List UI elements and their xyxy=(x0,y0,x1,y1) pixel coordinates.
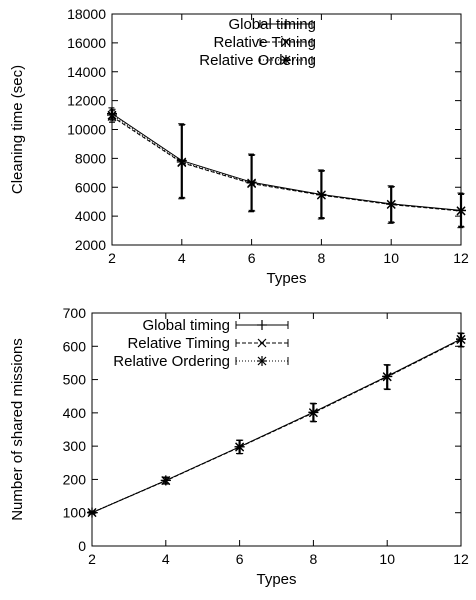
legend-marker xyxy=(281,37,291,47)
series-*-3 xyxy=(87,332,466,518)
y-tick-label: 14000 xyxy=(67,64,106,80)
series-*-3 xyxy=(107,108,466,228)
chart-2: 2 4 6 8 10 12 0 100 200 300 400 500 600 700 Types Numbe… xyxy=(9,305,469,588)
y-tick-label: 6000 xyxy=(75,179,106,195)
data-point xyxy=(456,334,466,345)
legend-label: Global timing xyxy=(142,317,230,334)
series-line xyxy=(111,113,462,211)
data-point xyxy=(456,205,466,216)
x-tick-label: 10 xyxy=(383,250,399,266)
data-point xyxy=(107,110,117,121)
legend-marker xyxy=(281,19,291,29)
data-point xyxy=(234,441,245,452)
chart-1: 2 4 6 8 10 12 2000 4000 6000 8000 10000 12000 14000 1… xyxy=(9,6,469,287)
y-tick-label: 12000 xyxy=(67,93,106,109)
x-tick-label: 2 xyxy=(88,551,96,567)
data-point xyxy=(386,199,397,210)
y-tick-label: 0 xyxy=(78,538,86,554)
y-tick-label: 300 xyxy=(63,438,87,454)
y-tick-label: 18000 xyxy=(67,6,106,22)
x-tick-label: 8 xyxy=(318,250,326,266)
data-point xyxy=(246,177,257,188)
data-point xyxy=(160,475,171,486)
legend-marker xyxy=(281,55,291,65)
plot-frame xyxy=(91,312,462,547)
legend-label: Relative Ordering xyxy=(199,52,316,69)
legend-label: Relative Ordering xyxy=(113,353,230,370)
x-tick-label: 8 xyxy=(310,551,318,567)
x-tick-label: 4 xyxy=(162,551,170,567)
y-tick-label: 600 xyxy=(63,338,87,354)
x-tick-label: 10 xyxy=(379,551,395,567)
series-line xyxy=(111,114,462,212)
legend-marker xyxy=(257,356,267,366)
y-tick-label: 200 xyxy=(63,471,87,487)
y-tick-label: 4000 xyxy=(75,208,106,224)
series-line xyxy=(111,116,462,212)
x-axis-title: Types xyxy=(256,571,296,588)
y-tick-label: 400 xyxy=(63,405,87,421)
x-tick-label: 2 xyxy=(108,250,116,266)
data-point xyxy=(308,407,319,418)
x-tick-label: 6 xyxy=(248,250,256,266)
series-+-1 xyxy=(107,107,466,229)
data-point xyxy=(382,371,393,382)
legend-marker xyxy=(257,338,267,348)
legend-marker xyxy=(257,320,267,330)
y-axis-title: Number of shared missions xyxy=(9,338,26,521)
y-tick-label: 700 xyxy=(63,305,87,321)
data-point xyxy=(87,507,97,518)
x-tick-label: 4 xyxy=(178,250,186,266)
y-tick-label: 500 xyxy=(63,372,87,388)
x-tick-label: 12 xyxy=(453,250,469,266)
series-x-2 xyxy=(107,110,466,227)
y-tick-label: 2000 xyxy=(75,237,106,253)
legend-label: Relative Timing xyxy=(213,34,316,51)
y-tick-label: 16000 xyxy=(67,35,106,51)
x-tick-label: 12 xyxy=(453,551,469,567)
x-tick-label: 6 xyxy=(236,551,244,567)
legend-label: Relative Timing xyxy=(127,335,230,352)
y-tick-label: 10000 xyxy=(67,122,106,138)
y-tick-label: 100 xyxy=(63,505,87,521)
y-axis-title: Cleaning time (sec) xyxy=(9,65,26,194)
y-tick-label: 8000 xyxy=(75,150,106,166)
data-point xyxy=(176,156,187,167)
data-point xyxy=(316,189,327,200)
x-axis-title: Types xyxy=(266,270,306,287)
